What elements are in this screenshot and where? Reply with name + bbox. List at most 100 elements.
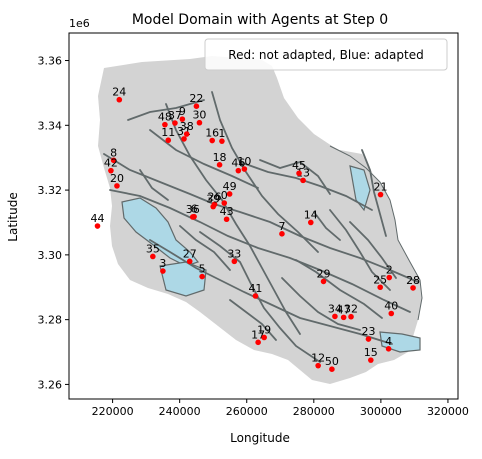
agent-point	[226, 191, 233, 197]
agent-label: 34	[328, 302, 342, 315]
x-tick-label: 280000	[293, 405, 335, 418]
agent-point	[307, 219, 314, 226]
agent-point	[296, 170, 302, 177]
y-tick-label: 3.26	[38, 378, 63, 391]
agent-label: 6	[191, 203, 198, 216]
agent-label: 36	[186, 203, 200, 216]
agent-point	[189, 214, 196, 220]
agent-point	[160, 268, 166, 274]
agent-label: 45	[292, 159, 306, 172]
x-axis-ticks: 220000 240000 260000 280000 300000 320000	[92, 399, 469, 418]
agent-label: 41	[248, 282, 262, 295]
agent-label: 32	[344, 303, 358, 316]
agent-label: 0	[221, 189, 228, 202]
agent-label: 23	[361, 325, 375, 338]
agent-point	[210, 203, 216, 210]
agent-label: 16	[205, 127, 219, 140]
agent-point	[255, 339, 261, 346]
agent-label: 18	[213, 151, 227, 164]
agent-point	[385, 345, 392, 352]
x-tick-label: 240000	[159, 405, 201, 418]
agent-point	[340, 314, 347, 321]
agent-label: 20	[110, 172, 124, 185]
agent-point	[329, 366, 335, 373]
agent-label: 46	[231, 157, 245, 170]
y-tick-label: 3.36	[38, 55, 63, 68]
agent-label: 1	[218, 127, 225, 140]
agent-label: 24	[112, 86, 126, 99]
agent-label: 10	[237, 155, 251, 168]
agent-label: 5	[199, 263, 206, 276]
chart-title: Model Domain with Agents at Step 0	[132, 12, 388, 28]
agent-point	[368, 357, 374, 363]
agent-label: 33	[227, 247, 241, 260]
agent-point	[332, 313, 338, 320]
agent-layer: 0123456789101112131415161718192021222324…	[91, 86, 420, 373]
agent-point	[221, 200, 228, 206]
legend-box	[204, 38, 448, 71]
river-network	[103, 91, 419, 363]
y-tick-label: 3.34	[38, 119, 63, 132]
agent-point	[179, 116, 186, 122]
agent-label: 22	[189, 92, 203, 105]
agent-label: 9	[179, 105, 186, 118]
agent-label: 19	[257, 323, 271, 336]
agent-point	[320, 278, 327, 285]
agent-point	[388, 310, 395, 317]
agent-point	[216, 162, 223, 168]
x-tick-label: 260000	[226, 405, 268, 418]
agent-point	[193, 103, 200, 109]
agent-point	[315, 362, 321, 369]
agent-label: 47	[337, 303, 351, 316]
agent-point	[365, 336, 372, 342]
agent-point	[209, 137, 215, 144]
agent-point	[110, 157, 117, 164]
y-tick-label: 3.28	[38, 314, 63, 327]
agent-label: 39	[206, 193, 220, 206]
agent-point	[94, 223, 101, 229]
agent-label: 7	[278, 220, 285, 233]
agent-point	[231, 258, 238, 265]
agent-point	[181, 136, 187, 142]
agent-label: 11	[161, 126, 175, 139]
agent-point	[252, 293, 259, 299]
agent-label: 48	[158, 111, 172, 124]
axes-frame	[68, 32, 459, 400]
x-tick-label: 320000	[427, 405, 469, 418]
agent-point	[261, 334, 267, 341]
agent-point	[183, 131, 190, 137]
agent-point	[162, 121, 168, 128]
map-domain	[98, 56, 423, 384]
agent-label: 37	[168, 109, 182, 122]
agent-point	[377, 191, 384, 198]
y-axis-label: Latitude	[6, 192, 20, 241]
agent-label: 43	[220, 205, 234, 218]
agent-label: 38	[180, 120, 194, 133]
agent-point	[235, 167, 242, 174]
agent-label: 26	[208, 190, 222, 203]
agent-label: 42	[104, 157, 118, 170]
agent-label: 29	[317, 267, 331, 280]
y-tick-label: 3.32	[38, 184, 63, 197]
water-body-west	[121, 197, 200, 267]
agent-point	[300, 177, 306, 184]
agent-label: 49	[223, 180, 237, 193]
agent-point	[150, 253, 156, 260]
legend-text: Red: not adapted, Blue: adapted	[228, 48, 423, 62]
agent-label: 12	[311, 352, 325, 365]
y-axis-ticks: 3.26 3.28 3.30 3.32 3.34 3.36	[38, 55, 69, 391]
agent-point	[377, 284, 384, 291]
agent-label: 44	[91, 212, 105, 225]
agent-point	[116, 96, 123, 103]
agent-point	[348, 313, 354, 320]
y-tick-label: 3.30	[38, 249, 63, 262]
agent-label: 25	[373, 273, 387, 286]
agent-label: 8	[110, 146, 117, 159]
agent-point	[196, 119, 203, 126]
legend: Red: not adapted, Blue: adapted	[204, 38, 448, 71]
agent-label: 3	[159, 257, 166, 270]
agent-label: 27	[183, 247, 197, 260]
agent-label: 30	[192, 109, 206, 122]
